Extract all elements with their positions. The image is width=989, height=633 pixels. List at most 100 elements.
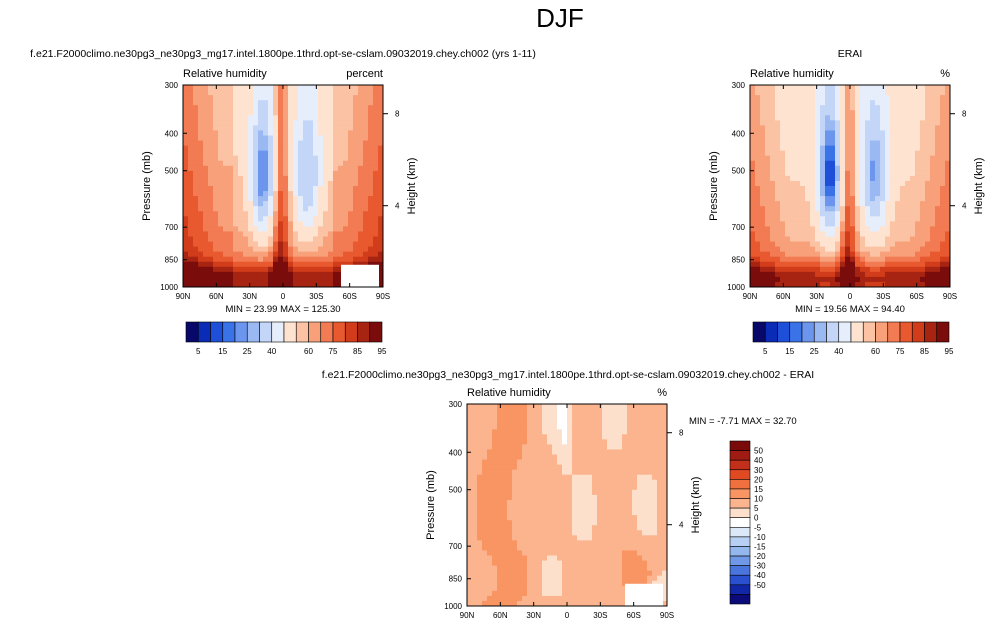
- field-cell: [208, 252, 214, 258]
- field-cell: [587, 510, 593, 516]
- field-cell: [557, 545, 563, 551]
- field-cell: [940, 120, 946, 126]
- field-cell: [830, 90, 836, 96]
- field-cell: [617, 439, 623, 445]
- field-cell: [750, 186, 756, 192]
- field-cell: [517, 550, 523, 556]
- field-cell: [273, 136, 279, 142]
- field-cell: [497, 465, 503, 471]
- field-cell: [248, 181, 254, 187]
- field-cell: [552, 586, 558, 592]
- field-cell: [815, 231, 821, 237]
- field-cell: [298, 125, 304, 131]
- field-cell: [770, 125, 776, 131]
- field-cell: [203, 171, 209, 177]
- field-cell: [323, 221, 329, 227]
- field-cell: [900, 201, 906, 207]
- field-cell: [765, 130, 771, 136]
- field-cell: [587, 470, 593, 476]
- field-cell: [612, 566, 618, 572]
- field-cell: [338, 176, 344, 182]
- field-cell: [542, 444, 548, 450]
- field-cell: [825, 130, 831, 136]
- field-cell: [845, 267, 851, 273]
- field-cell: [627, 434, 633, 440]
- field-cell: [278, 262, 284, 268]
- field-cell: [258, 231, 264, 237]
- field-cell: [845, 141, 851, 147]
- field-cell: [358, 252, 364, 258]
- field-cell: [188, 226, 194, 232]
- field-cell: [935, 211, 941, 217]
- field-cell: [865, 201, 871, 207]
- field-cell: [318, 110, 324, 116]
- field-cell: [855, 110, 861, 116]
- field-cell: [507, 505, 513, 511]
- field-cell: [273, 191, 279, 197]
- field-cell: [353, 171, 359, 177]
- field-cell: [800, 196, 806, 202]
- field-cell: [880, 181, 886, 187]
- field-cell: [825, 237, 831, 243]
- field-cell: [263, 237, 269, 243]
- field-cell: [850, 201, 856, 207]
- field-cell: [517, 409, 523, 415]
- field-cell: [602, 540, 608, 546]
- field-cell: [930, 231, 936, 237]
- field-cell: [840, 262, 846, 268]
- field-cell: [183, 136, 189, 142]
- field-cell: [755, 100, 761, 106]
- field-cell: [845, 161, 851, 167]
- field-cell: [582, 556, 588, 562]
- field-cell: [318, 262, 324, 268]
- field-cell: [253, 257, 259, 263]
- field-cell: [218, 130, 224, 136]
- field-cell: [213, 125, 219, 131]
- field-cell: [905, 125, 911, 131]
- field-cell: [373, 115, 379, 121]
- field-cell: [875, 125, 881, 131]
- field-cell: [253, 191, 259, 197]
- field-cell: [472, 550, 478, 556]
- field-cell: [313, 237, 319, 243]
- field-cell: [890, 216, 896, 222]
- field-cell: [253, 216, 259, 222]
- field-cell: [223, 277, 229, 283]
- field-cell: [188, 151, 194, 157]
- field-cell: [368, 186, 374, 192]
- field-cell: [238, 277, 244, 283]
- field-cell: [268, 181, 274, 187]
- field-cell: [288, 115, 294, 121]
- field-cell: [845, 247, 851, 253]
- field-cell: [870, 130, 876, 136]
- field-cell: [497, 449, 503, 455]
- field-cell: [303, 90, 309, 96]
- field-cell: [637, 404, 643, 410]
- field-cell: [920, 211, 926, 217]
- colorbar-label: 15: [218, 347, 227, 356]
- field-cell: [567, 571, 573, 577]
- field-cell: [183, 105, 189, 111]
- field-cell: [502, 444, 508, 450]
- field-cell: [935, 115, 941, 121]
- field-cell: [900, 252, 906, 258]
- field-cell: [343, 186, 349, 192]
- field-cell: [875, 186, 881, 192]
- field-cell: [333, 125, 339, 131]
- field-cell: [213, 156, 219, 162]
- field-cell: [840, 226, 846, 232]
- field-cell: [607, 495, 613, 501]
- field-cell: [795, 277, 801, 283]
- field-cell: [238, 186, 244, 192]
- field-cell: [780, 247, 786, 253]
- field-cell: [657, 556, 663, 562]
- field-cell: [750, 211, 756, 217]
- field-cell: [810, 242, 816, 248]
- field-cell: [572, 596, 578, 602]
- field-cell: [910, 181, 916, 187]
- field-cell: [925, 257, 931, 263]
- field-cell: [243, 156, 249, 162]
- field-cell: [840, 166, 846, 172]
- field-cell: [527, 540, 533, 546]
- field-cell: [865, 120, 871, 126]
